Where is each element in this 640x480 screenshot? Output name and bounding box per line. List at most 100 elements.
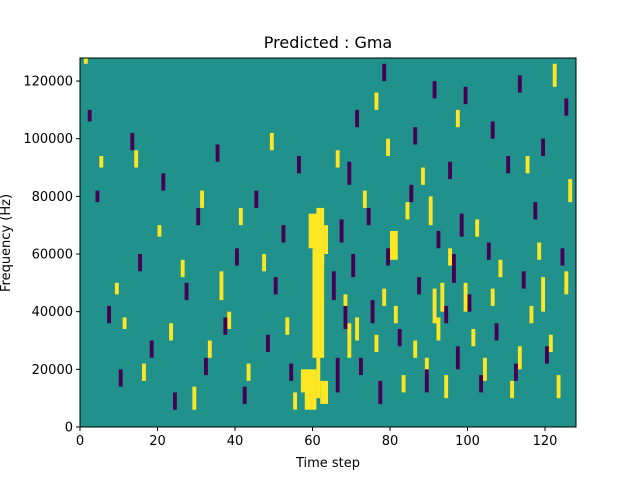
heatmap-cell: [238, 207, 243, 226]
heatmap-cell: [463, 86, 468, 105]
heatmap-cell: [173, 392, 177, 410]
heatmap-cell: [556, 375, 561, 399]
heatmap-cell: [138, 254, 143, 272]
heatmap-cell: [421, 167, 425, 185]
heatmap-cell: [471, 328, 476, 347]
heatmap-cell: [568, 179, 573, 203]
heatmap-cell: [204, 357, 208, 376]
heatmap-cell: [180, 259, 185, 278]
y-tick-label: 40000: [32, 305, 73, 320]
heatmap-cell: [463, 282, 468, 312]
y-tick-label: 80000: [32, 190, 73, 205]
heatmap-cell: [386, 248, 391, 266]
heatmap-cell: [366, 207, 371, 226]
heatmap-cell: [114, 282, 119, 295]
heatmap-cell: [552, 63, 557, 87]
heatmap-cell: [219, 271, 224, 301]
heatmap-cell: [490, 288, 495, 306]
heatmap-cell: [459, 213, 464, 237]
heatmap-cell: [169, 323, 174, 341]
heatmap-cell: [529, 305, 534, 324]
heatmap-cell: [266, 334, 270, 353]
heatmap-cell: [409, 184, 414, 203]
heatmap-cell: [517, 75, 522, 93]
heatmap-cell: [227, 311, 232, 329]
heatmap-cell: [444, 305, 449, 324]
heatmap-cell: [293, 392, 298, 410]
heatmap-cell: [308, 213, 321, 249]
heatmap-cell: [142, 363, 146, 381]
heatmap-cell: [355, 109, 360, 128]
x-tick-label: 20: [149, 434, 166, 449]
heatmap-cell: [200, 190, 205, 208]
heatmap-cell: [370, 300, 375, 324]
plot-frame: [79, 57, 577, 428]
heatmap-cell: [351, 254, 356, 278]
heatmap-cell: [560, 248, 565, 266]
heatmap-cell: [432, 288, 437, 324]
heatmap-cell: [486, 242, 491, 260]
heatmap-cell: [297, 156, 301, 174]
heatmap-plot-area: [79, 57, 577, 428]
heatmap-cell: [316, 207, 325, 266]
heatmap-cell: [413, 127, 418, 145]
heatmap-cell: [359, 357, 363, 376]
heatmap-cell: [548, 334, 553, 353]
heatmap-cell: [401, 375, 406, 393]
heatmap-cell: [99, 156, 104, 168]
y-tick-label: 0: [65, 421, 73, 436]
x-tick-label: 80: [382, 434, 399, 449]
heatmap-cell: [149, 340, 154, 358]
heatmap-cell: [448, 161, 453, 180]
chart-title: Predicted : Gma: [264, 33, 392, 52]
heatmap-cell: [331, 271, 336, 301]
heatmap-cell: [378, 380, 383, 404]
y-axis-ticks: 0 20000 40000 60000 80000 100000 120000: [23, 75, 80, 436]
heatmap-cell: [374, 334, 379, 353]
heatmap-cell: [475, 219, 480, 237]
heatmap-cell: [374, 92, 379, 110]
heatmap-cell: [242, 386, 247, 404]
heatmap-cell: [436, 317, 441, 341]
heatmap-cell: [498, 259, 503, 278]
y-tick-label: 100000: [23, 132, 73, 147]
heatmap-cell: [424, 357, 429, 376]
heatmap-cell: [215, 144, 220, 162]
y-tick-label: 60000: [32, 248, 73, 263]
heatmap-cell: [467, 294, 472, 312]
heatmap-cell: [525, 156, 530, 174]
heatmap-cell: [184, 282, 189, 301]
heatmap-cell: [479, 375, 484, 393]
heatmap-cell: [192, 386, 197, 410]
heatmap-cell: [444, 375, 449, 399]
heatmap-cell: [490, 121, 495, 139]
heatmap-cell: [316, 357, 321, 399]
heatmap-cell: [452, 254, 456, 283]
heatmap-cell: [134, 150, 139, 168]
x-tick-label: 60: [304, 434, 321, 449]
heatmap-cell: [304, 380, 317, 410]
heatmap-cell: [417, 277, 422, 295]
heatmap-cell: [564, 271, 569, 295]
heatmap-cell: [413, 340, 418, 358]
heatmap-cell: [537, 242, 542, 260]
heatmap-cell: [312, 248, 325, 358]
heatmap-cell: [483, 357, 487, 381]
heatmap-cell: [355, 317, 360, 341]
heatmap-cell: [281, 225, 286, 243]
heatmap-cell: [393, 305, 398, 324]
x-tick-label: 120: [533, 434, 558, 449]
heatmap-cell: [285, 317, 290, 335]
heatmap-cell: [347, 161, 352, 185]
heatmap-cell: [424, 369, 429, 393]
heatmap-cell: [320, 380, 328, 404]
heatmap-cell: [533, 202, 538, 220]
heatmap-cell: [455, 346, 460, 370]
heatmap-cell: [87, 109, 92, 122]
heatmap-cell: [289, 363, 294, 381]
heatmap-cell: [161, 173, 166, 191]
heatmap-cell: [83, 58, 88, 64]
heatmap-cell: [517, 346, 522, 370]
heatmap-cell: [235, 248, 239, 266]
